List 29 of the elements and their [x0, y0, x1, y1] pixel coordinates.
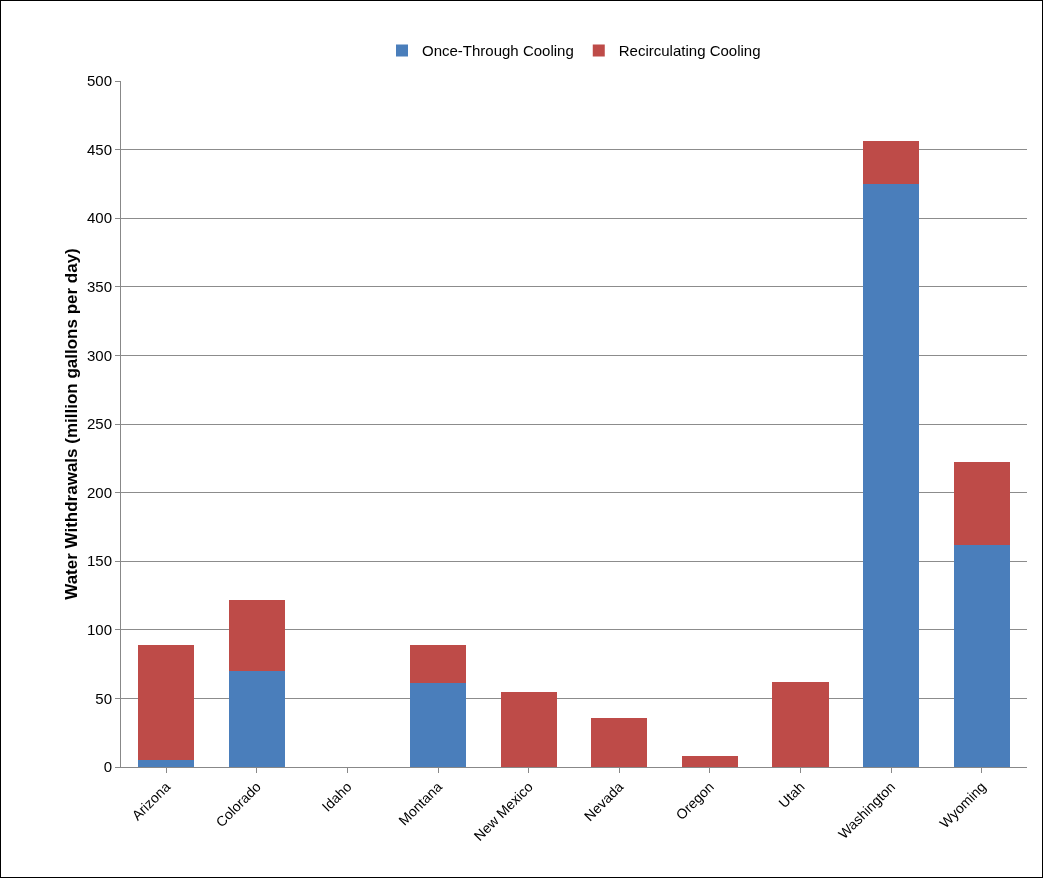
bar	[138, 760, 195, 767]
y-tick-label: 500	[86, 72, 112, 90]
legend-label: Once-Through Cooling	[422, 42, 574, 60]
y-tick-label: 0	[103, 758, 112, 776]
y-tick-label: 50	[95, 689, 112, 707]
bar	[500, 691, 557, 767]
y-tick-label: 350	[86, 278, 112, 296]
y-tick-label: 200	[86, 483, 112, 501]
bar	[863, 183, 920, 767]
bar	[228, 599, 285, 671]
bar	[410, 644, 467, 684]
y-tick-label: 100	[86, 621, 112, 639]
legend-label: Recirculating Cooling	[618, 42, 761, 60]
bar	[863, 141, 920, 184]
y-tick-label: 250	[86, 415, 112, 433]
y-axis-title: Water Withdrawals (million gallons per day)	[62, 248, 81, 600]
bar	[953, 462, 1010, 545]
bar	[410, 683, 467, 767]
x-tick-label: Utah	[775, 778, 808, 811]
bar	[228, 670, 285, 767]
bar	[591, 717, 648, 767]
bar	[772, 681, 829, 767]
bar	[138, 644, 195, 761]
bar	[681, 756, 738, 767]
y-tick-label: 300	[86, 346, 112, 364]
y-tick-label: 400	[86, 209, 112, 227]
y-tick-label: 150	[86, 552, 112, 570]
y-tick-label: 450	[86, 140, 112, 158]
bar	[953, 544, 1010, 767]
